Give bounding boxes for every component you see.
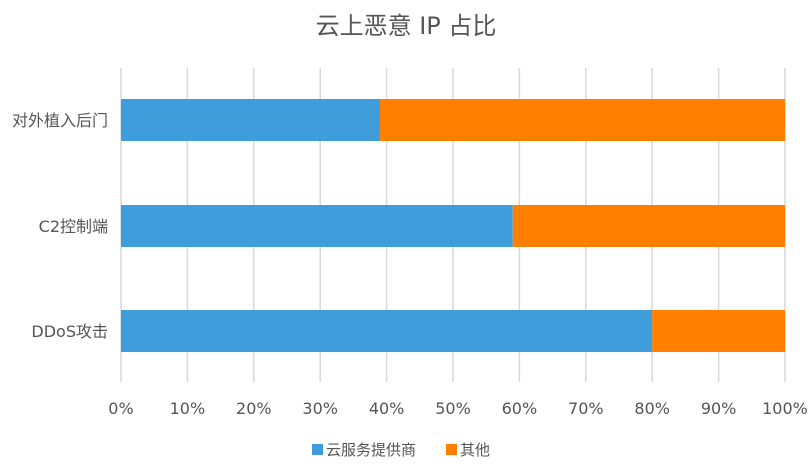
x-tick-label: 90% — [701, 399, 737, 418]
x-axis-tick-labels: 0% 10% 20% 30% 40% 50% 60% 70% 80% 90% 100% — [108, 399, 808, 418]
legend-label: 云服务提供商 — [326, 441, 416, 459]
category-label: 对外植入后门 — [12, 111, 108, 130]
x-tick-label: 50% — [435, 399, 471, 418]
bar-cloud-provider-0 — [121, 99, 380, 141]
x-tick-label: 80% — [634, 399, 670, 418]
category-label: C2控制端 — [39, 217, 108, 236]
legend-swatch — [312, 444, 323, 455]
bar-other-0 — [379, 99, 785, 141]
legend-label: 其他 — [460, 441, 490, 459]
x-tick-label: 20% — [236, 399, 272, 418]
x-tick-label: 70% — [568, 399, 604, 418]
x-tick-label: 40% — [369, 399, 405, 418]
x-tick-label: 60% — [502, 399, 538, 418]
bar-cloud-provider-1 — [121, 205, 513, 247]
x-tick-label: 30% — [302, 399, 338, 418]
bars — [121, 99, 785, 352]
bar-other-2 — [652, 310, 785, 352]
x-tick-label: 0% — [108, 399, 133, 418]
legend: 云服务提供商 其他 — [312, 441, 490, 459]
chart-title: 云上恶意 IP 占比 — [316, 12, 497, 40]
category-label: DDoS攻击 — [31, 322, 108, 341]
category-labels: 对外植入后门 C2控制端 DDoS攻击 — [12, 111, 108, 341]
x-tick-label: 10% — [170, 399, 206, 418]
legend-swatch — [446, 444, 457, 455]
bar-other-1 — [512, 205, 785, 247]
x-tick-label: 100% — [762, 399, 808, 418]
bar-cloud-provider-2 — [121, 310, 653, 352]
